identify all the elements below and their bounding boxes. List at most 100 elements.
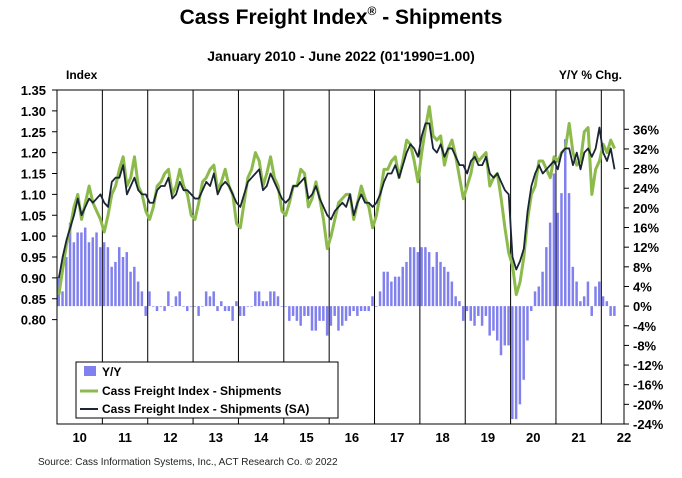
yy-bar xyxy=(136,281,140,307)
yy-bar xyxy=(223,306,227,312)
yy-bar xyxy=(594,286,597,307)
yy-bar xyxy=(405,261,408,307)
yy-bar xyxy=(530,306,533,312)
yy-bar xyxy=(329,306,333,326)
yy-bar xyxy=(507,306,510,346)
left-tick-label: 1.35 xyxy=(21,83,46,98)
yy-bar xyxy=(310,306,314,331)
yy-bar xyxy=(341,306,344,326)
yy-bar xyxy=(325,306,329,336)
yy-bar xyxy=(91,237,94,307)
yy-bar xyxy=(548,222,552,307)
yy-bar xyxy=(72,242,76,307)
yy-bar xyxy=(495,306,499,341)
yy-bar xyxy=(461,306,465,321)
yy-bar xyxy=(575,281,578,307)
right-tick-label: -24% xyxy=(633,417,664,432)
yy-bar xyxy=(552,173,556,307)
legend-label-nsa: Cass Freight Index - Shipments xyxy=(102,384,282,398)
right-tick-label: -16% xyxy=(633,378,664,393)
yy-bar xyxy=(76,232,79,307)
yy-bar xyxy=(363,306,367,312)
yy-bar xyxy=(567,193,571,307)
title-text: Cass Freight Index xyxy=(179,6,368,29)
title-registered-mark: ® xyxy=(367,4,377,18)
title-tail: - Shipments xyxy=(376,6,503,29)
x-tick-label: 13 xyxy=(209,430,223,445)
left-tick-label: 0.85 xyxy=(21,292,46,307)
yy-bar xyxy=(545,247,548,307)
yy-bar xyxy=(412,247,416,307)
right-tick-label: 24% xyxy=(633,181,659,196)
yy-bar xyxy=(299,306,302,326)
source-note: Source: Cass Information Systems, Inc., … xyxy=(38,457,338,468)
yy-bar xyxy=(129,271,132,307)
yy-bar xyxy=(231,306,234,321)
yy-bar xyxy=(261,301,265,307)
yy-bar xyxy=(314,306,318,331)
x-tick-label: 10 xyxy=(72,430,86,445)
yy-bar xyxy=(344,306,348,321)
left-tick-label: 1.00 xyxy=(21,229,46,244)
x-tick-label: 18 xyxy=(435,430,449,445)
x-tick-label: 20 xyxy=(526,430,540,445)
yy-bar xyxy=(348,306,352,316)
yy-bar xyxy=(601,296,605,307)
yy-bar xyxy=(174,296,178,307)
right-tick-label: 20% xyxy=(633,201,659,216)
yy-bar xyxy=(288,306,291,321)
yy-bar xyxy=(605,301,609,307)
right-tick-label: 32% xyxy=(633,142,659,157)
x-tick-label: 11 xyxy=(118,430,132,445)
yy-bar xyxy=(121,257,125,307)
yy-bar xyxy=(133,266,136,307)
yy-bar xyxy=(269,291,272,307)
yy-bar xyxy=(420,247,423,307)
yy-bar xyxy=(526,306,529,341)
yy-bar xyxy=(235,301,238,307)
yy-bar xyxy=(257,291,261,307)
yy-bar xyxy=(148,291,151,307)
yy-bar xyxy=(186,306,189,312)
chart-title: Cass Freight Index® - Shipments xyxy=(0,4,682,30)
yy-bar xyxy=(579,301,582,307)
left-tick-label: 1.20 xyxy=(21,146,46,161)
right-tick-label: 12% xyxy=(633,240,659,255)
yy-bar xyxy=(140,291,144,307)
yy-bar xyxy=(556,212,559,307)
yy-bar xyxy=(499,306,503,356)
yy-bar xyxy=(424,247,427,307)
yy-bar xyxy=(480,306,484,326)
yy-bar xyxy=(522,306,525,380)
yy-bar xyxy=(254,291,257,307)
yy-bar xyxy=(390,281,393,307)
yy-bar xyxy=(473,306,476,326)
legend-box xyxy=(75,361,339,419)
series-line-nsa xyxy=(57,105,616,297)
yy-bar xyxy=(276,296,280,307)
x-tick-label: 14 xyxy=(254,430,269,445)
yy-bar xyxy=(110,266,113,307)
x-tick-label: 15 xyxy=(299,430,313,445)
yy-bar xyxy=(537,286,541,307)
legend: Y/Y Cass Freight Index - Shipments Cass … xyxy=(75,361,339,419)
x-tick-label: 16 xyxy=(345,430,359,445)
yy-bar xyxy=(613,306,616,316)
yy-bar xyxy=(401,266,404,307)
yy-bar xyxy=(117,247,121,307)
yy-bar xyxy=(511,306,514,420)
yy-bar xyxy=(431,266,435,307)
x-tick-label: 21 xyxy=(571,430,585,445)
right-tick-label: 4% xyxy=(633,279,652,294)
left-tick-label: 1.10 xyxy=(21,187,46,202)
yy-bar xyxy=(371,296,374,307)
yy-bar xyxy=(152,306,155,307)
right-tick-label: -20% xyxy=(633,397,664,412)
yy-bar xyxy=(514,306,518,420)
yy-bar xyxy=(303,306,306,316)
yy-bar xyxy=(454,296,457,307)
yy-bar xyxy=(488,306,491,336)
yy-bar xyxy=(114,261,117,307)
yy-bar xyxy=(284,306,287,307)
yy-bar xyxy=(469,306,472,321)
